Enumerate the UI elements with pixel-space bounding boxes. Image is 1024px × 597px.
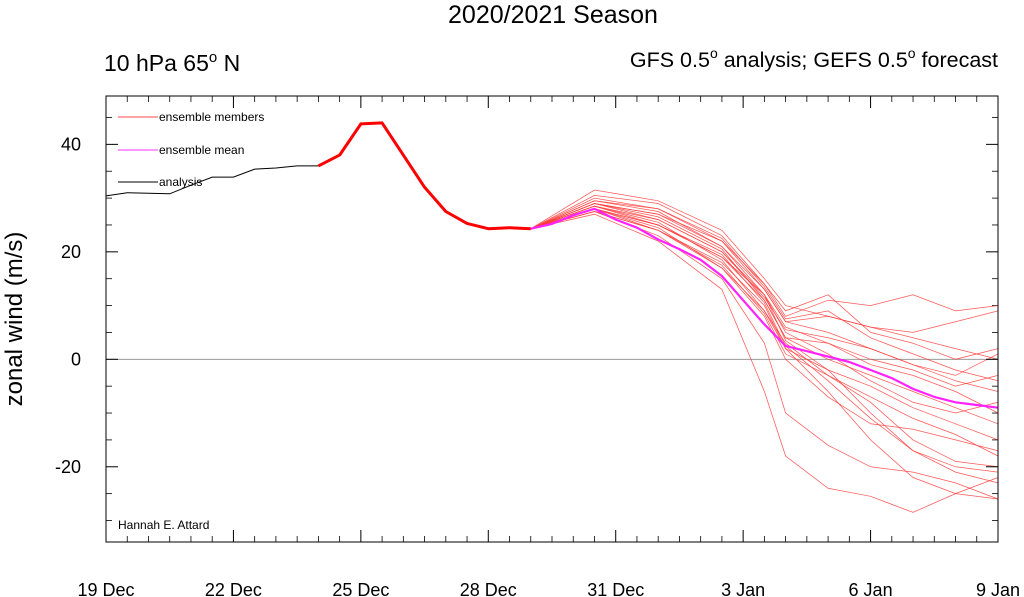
ensemble-member-line [530,205,999,414]
ensemble-mean-group [530,207,999,409]
x-tick-label: 6 Jan [849,580,893,597]
x-tick-label: 19 Dec [77,580,134,597]
ensemble-member-line [530,208,999,500]
ensemble-member-line [530,203,999,387]
legend-label: ensemble members [159,110,264,124]
ensemble-member-line [530,211,999,468]
ensemble-mean-line [530,207,999,409]
plot-frame [105,95,999,543]
x-tick-label: 25 Dec [332,580,389,597]
ensemble-member-line [530,203,999,317]
ensemble-member-line [530,213,999,513]
chart-title: 2020/2021 Season [448,1,658,29]
analysis-group [105,121,531,231]
subtitle-right-mid: analysis; GEFS 0.5 [718,48,908,72]
subtitle-left-degree: o [209,49,217,66]
subtitle-left-text: 10 hPa 65 [104,50,209,76]
minor-ticks [106,96,998,542]
legend-label: analysis [159,175,202,189]
ensemble-spinup-line [317,121,531,231]
subtitle-left-suffix: N [217,50,240,76]
x-tick-label: 22 Dec [205,580,262,597]
x-tick-label: 3 Jan [721,580,765,597]
ensemble-member-line [530,200,999,382]
ensemble-member-line [530,205,999,457]
x-tick-labels: 19 Dec 22 Dec 25 Dec 28 Dec 31 Dec 3 Jan 6 Jan… [77,580,1020,597]
chart-subtitle-left: 10 hPa 65o N [104,49,240,76]
ensemble-member-line [530,189,999,333]
major-ticks [105,96,999,542]
ensemble-member-line [530,203,999,376]
legend-label: ensemble mean [159,143,244,157]
y-axis-label: zonal wind (m/s) [1,232,28,407]
analysis-line [105,165,319,197]
ensemble-member-line [530,205,999,484]
y-tick-label: 40 [61,134,81,154]
y-tick-label: -20 [55,457,81,477]
ensemble-member-line [530,197,999,360]
y-tick-label: 0 [71,349,81,369]
y-tick-labels: 40 20 0 -20 [55,134,81,476]
subtitle-right-degree-1: o [710,45,718,61]
x-tick-label: 31 Dec [587,580,644,597]
y-tick-label: 20 [61,242,81,262]
ensemble-member-line [530,200,999,392]
ensemble-member-line [530,195,999,360]
subtitle-right-suffix: forecast [916,48,998,72]
subtitle-right-text: GFS 0.5 [630,48,710,72]
legend: ensemble members ensemble mean analysis [118,110,264,189]
ensemble-member-line [530,211,999,500]
credit-text: Hannah E. Attard [118,518,209,532]
x-tick-label: 9 Jan [976,580,1020,597]
ensemble-members-group [530,189,999,513]
ensemble-member-line [530,203,999,414]
subtitle-right-degree-2: o [908,45,916,61]
ensemble-member-line [530,208,999,452]
chart-subtitle-right: GFS 0.5o analysis; GEFS 0.5o forecast [630,45,998,72]
x-tick-label: 28 Dec [460,580,517,597]
